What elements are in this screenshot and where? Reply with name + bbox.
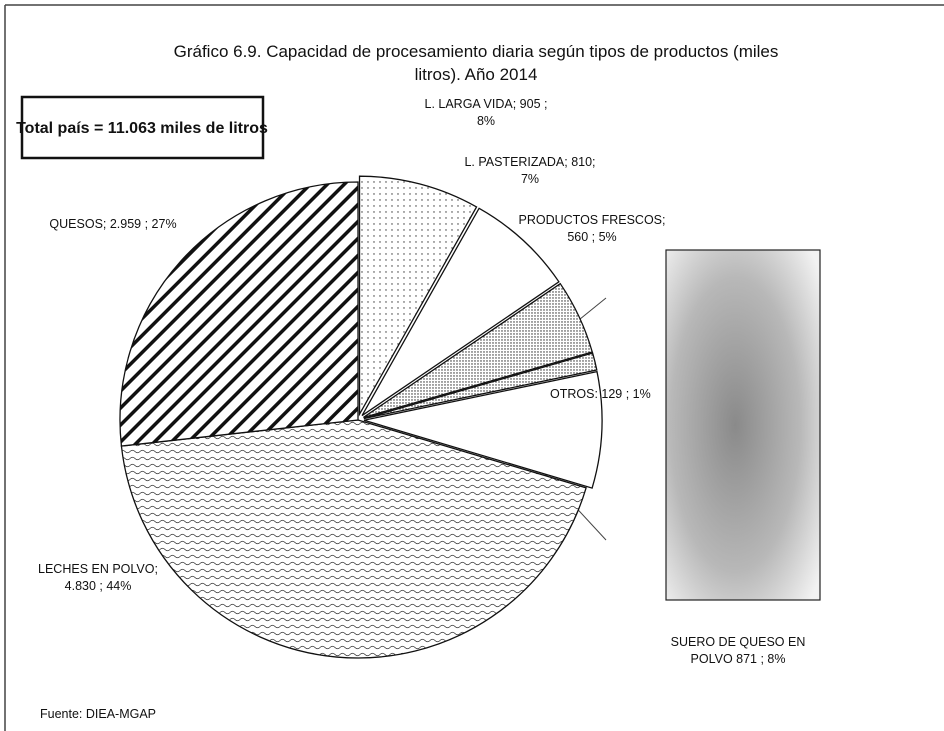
slice-label: QUESOS; 2.959 ; 27%	[49, 217, 176, 231]
source: Fuente: DIEA-MGAP	[40, 707, 156, 721]
pie-slice	[363, 282, 594, 419]
pie-slice	[120, 419, 587, 659]
slice-label: 8%	[477, 114, 495, 128]
slice-label: L. PASTERIZADA; 810;	[464, 155, 595, 169]
pie-slice	[363, 352, 598, 420]
pie-slice	[119, 181, 359, 447]
slice-label: 7%	[521, 172, 539, 186]
pie-slice	[358, 175, 478, 417]
slice-label: OTROS: 129 ; 1%	[550, 387, 651, 401]
total-box	[20, 95, 265, 160]
total-annotation: Total país = 11.063 miles de litros	[16, 120, 268, 137]
pie-slice	[363, 370, 603, 489]
pie-slice	[361, 207, 560, 417]
slice-label: PRODUCTOS FRESCOS;	[518, 213, 665, 227]
slice-label: 4.830 ; 44%	[65, 579, 132, 593]
chart-title: litros). Año 2014	[415, 65, 538, 84]
bar-of-pie	[665, 249, 821, 601]
chart-title: Gráfico 6.9. Capacidad de procesamiento …	[174, 42, 779, 61]
slice-label: LECHES EN POLVO;	[38, 562, 158, 576]
slice-label: POLVO 871 ; 8%	[691, 652, 786, 666]
slice-label: SUERO DE QUESO EN	[671, 635, 806, 649]
slice-label: 560 ; 5%	[567, 230, 616, 244]
slice-label: L. LARGA VIDA; 905 ;	[425, 97, 548, 111]
